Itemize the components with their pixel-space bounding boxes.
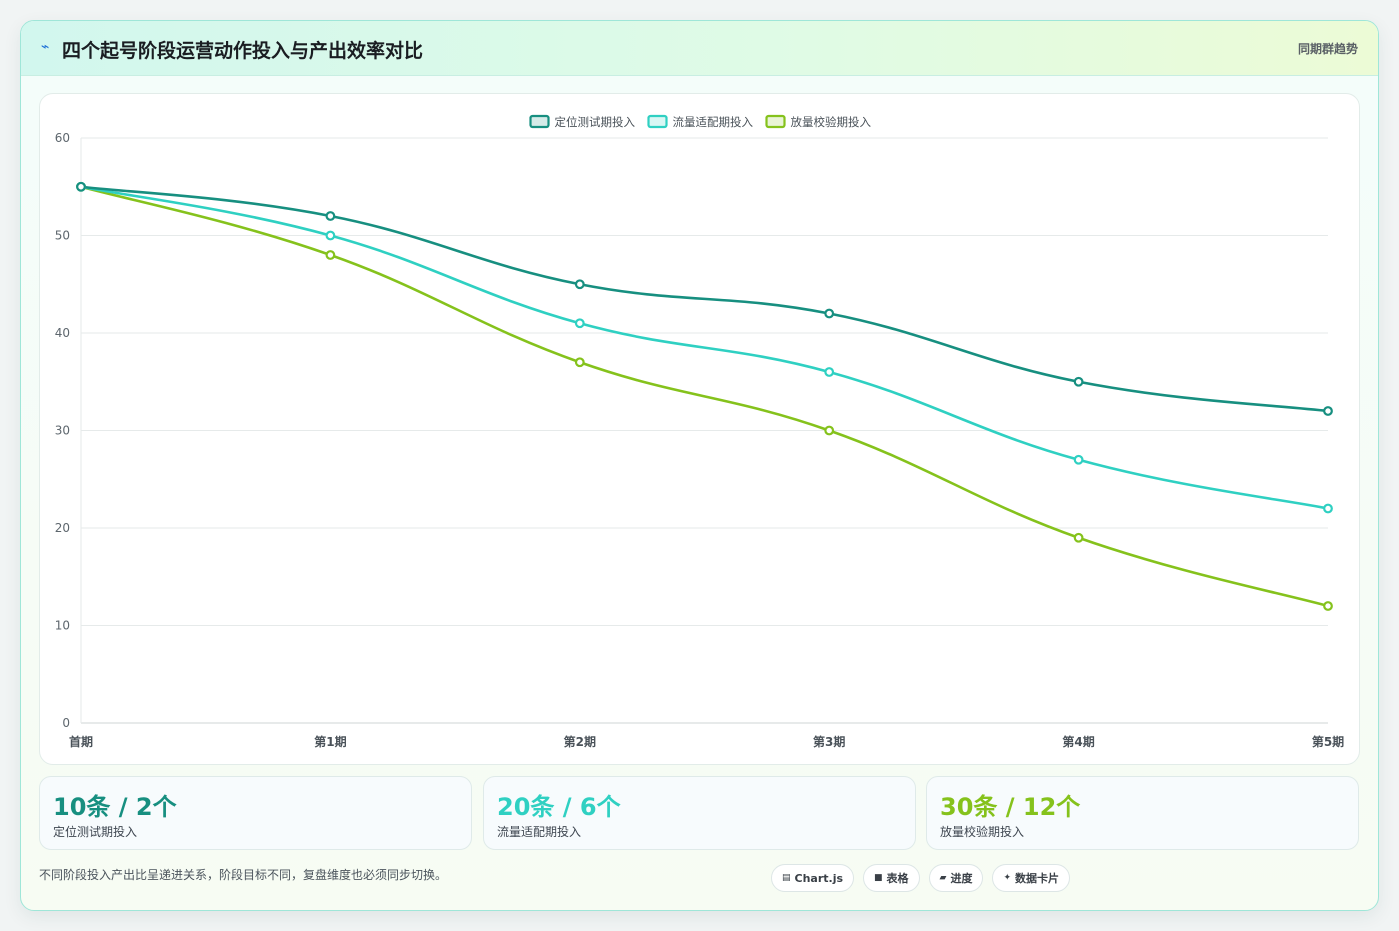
legend-swatch — [647, 114, 668, 129]
data-point — [325, 250, 336, 260]
y-tick-label: 0 — [62, 716, 70, 730]
x-tick-label: 第1期 — [314, 734, 346, 749]
data-point — [1323, 503, 1333, 514]
view-chips: ▤ Chart.js ■ 表格 ▰ 进度 ✦ 数据卡片 — [771, 864, 1071, 892]
lightning-icon: ⌁ — [41, 39, 50, 55]
data-point — [574, 318, 585, 329]
chip-label: 数据卡片 — [1015, 872, 1060, 885]
series-line — [80, 185, 1329, 413]
stat-label: 流量适配期投入 — [497, 825, 582, 839]
legend-label: 流量适配期投入 — [673, 115, 754, 129]
footer-note: 不同阶段投入产出比呈递进关系，阶段目标不同，复盘维度也必须同步切换。 — [39, 868, 448, 882]
data-point — [325, 230, 336, 241]
data-point — [76, 181, 86, 192]
x-tick-label: 第2期 — [564, 734, 596, 749]
legend-swatch — [529, 114, 550, 129]
legend-label: 定位测试期投入 — [555, 115, 636, 129]
stat-card-positioning: 10条 / 2个 定位测试期投入 — [39, 776, 472, 850]
stat-card-traffic: 20条 / 6个 流量适配期投入 — [483, 776, 916, 850]
data-point — [824, 308, 835, 319]
stat-value: 30条 / 12个 — [940, 793, 1081, 821]
data-point — [1323, 601, 1333, 611]
card-title: 四个起号阶段运营动作投入与产出效率对比 — [62, 40, 424, 62]
cohort-trend-tag: 同期群趋势 — [1297, 42, 1358, 56]
data-point — [325, 211, 336, 221]
stat-card-scaling: 30条 / 12个 放量校验期投入 — [926, 776, 1359, 850]
y-tick-label: 20 — [55, 521, 70, 535]
chip-progress[interactable]: ▰ 进度 — [928, 864, 984, 892]
data-point — [1073, 532, 1084, 543]
data-point — [824, 367, 835, 377]
data-point — [574, 279, 585, 290]
series-line — [80, 185, 1329, 608]
y-tick-label: 30 — [55, 424, 70, 438]
line-chart: 0 10 20 30 40 50 60 首期 第1期 第2期 第3期 第4期 第5期 定位测试期投入 流量适… — [55, 114, 1344, 749]
y-tick-label: 10 — [55, 619, 70, 633]
card-header: ⌁ 四个起号阶段运营动作投入与产出效率对比 同期群趋势 — [21, 21, 1378, 76]
chip-chartjs[interactable]: ▤ Chart.js — [771, 864, 855, 892]
stat-value: 10条 / 2个 — [53, 793, 177, 821]
data-point — [574, 357, 585, 368]
chart-card: ⌁ 四个起号阶段运营动作投入与产出效率对比 同期群趋势 0 10 20 30 40 50 6… — [20, 20, 1379, 911]
legend-swatch — [765, 114, 786, 129]
chip-label: 表格 — [886, 872, 909, 885]
x-tick-label: 第5期 — [1312, 734, 1344, 749]
line-chart-panel: 0 10 20 30 40 50 60 首期 第1期 第2期 第3期 第4期 第5期 定位测试期投入 流量适… — [39, 93, 1360, 765]
chip-label: Chart.js — [794, 871, 844, 885]
table-icon: ■ — [874, 873, 883, 883]
stat-value: 20条 / 6个 — [497, 793, 621, 821]
y-tick-label: 50 — [55, 229, 70, 243]
legend-label: 放量校验期投入 — [791, 115, 872, 129]
y-tick-label: 40 — [55, 326, 70, 340]
stat-label: 放量校验期投入 — [940, 825, 1025, 839]
chart-icon: ▤ — [782, 873, 791, 883]
y-tick-label: 60 — [55, 131, 70, 145]
series-line — [80, 185, 1329, 510]
data-point — [1323, 406, 1333, 416]
chip-label: 进度 — [950, 872, 973, 885]
x-tick-label: 首期 — [69, 734, 93, 749]
x-tick-label: 第4期 — [1062, 734, 1094, 749]
chip-table[interactable]: ■ 表格 — [863, 864, 920, 892]
card-icon: ✦ — [1003, 873, 1012, 883]
chip-data-card[interactable]: ✦ 数据卡片 — [992, 864, 1071, 892]
x-tick-label: 第3期 — [813, 734, 845, 749]
data-point — [824, 425, 835, 436]
progress-icon: ▰ — [939, 873, 947, 883]
data-point — [1073, 454, 1084, 465]
data-point — [1073, 376, 1084, 387]
stat-label: 定位测试期投入 — [53, 825, 138, 839]
